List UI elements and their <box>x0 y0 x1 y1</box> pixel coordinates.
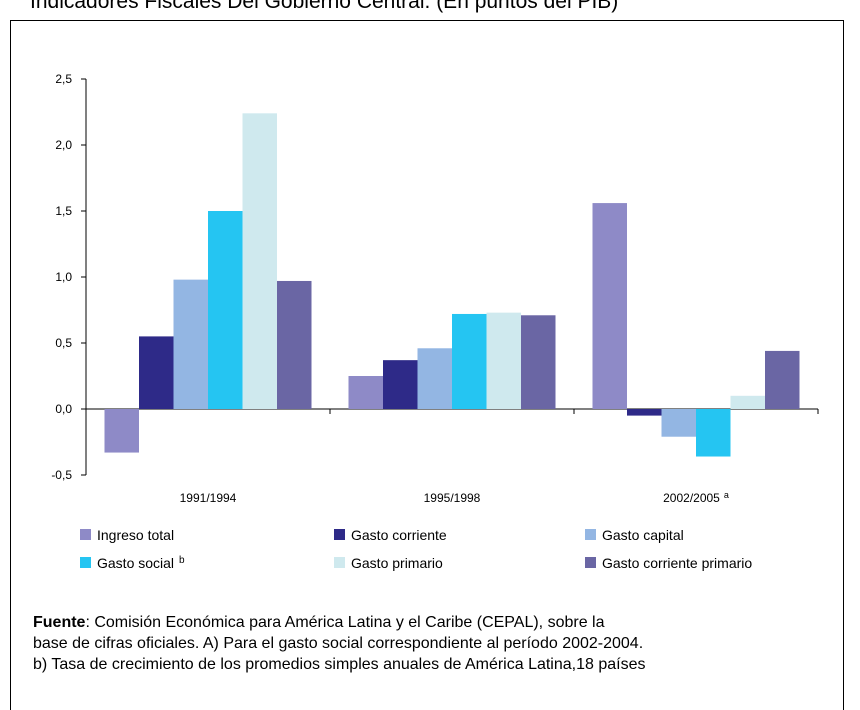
y-tick-label: 1,5 <box>55 204 72 218</box>
x-tick-label: 2002/2005 a <box>663 490 729 505</box>
bar <box>417 348 452 409</box>
legend-swatch <box>334 529 345 540</box>
bar <box>627 409 662 416</box>
source-line-1: Fuente: Comisión Económica para América … <box>33 612 843 633</box>
bar <box>242 113 277 409</box>
legend-label: Gasto social b <box>97 555 185 571</box>
legend-label: Gasto capital <box>602 527 684 543</box>
y-tick-label: 1,0 <box>55 270 72 284</box>
source-line-3: b) Tasa de crecimiento de los promedios … <box>33 656 646 673</box>
bar <box>173 279 208 409</box>
legend-label: Gasto corriente primario <box>602 555 752 571</box>
y-tick-label: -0,5 <box>51 468 72 482</box>
bar <box>592 203 627 409</box>
bar <box>696 409 731 457</box>
legend-swatch <box>585 557 596 568</box>
source-note: Fuente: Comisión Económica para América … <box>33 612 843 675</box>
bar <box>208 211 243 409</box>
legend-swatch <box>334 557 345 568</box>
legend-swatch <box>80 529 91 540</box>
legend-label: Ingreso total <box>97 527 174 543</box>
bar <box>730 395 765 409</box>
chart-frame <box>10 20 844 710</box>
bar <box>452 313 487 409</box>
source-label: Fuente <box>33 614 86 631</box>
bar <box>104 409 139 453</box>
bar <box>661 409 696 437</box>
y-tick-label: 2,5 <box>55 72 72 86</box>
bar <box>139 336 174 409</box>
chart-legend: Ingreso total Gasto corriente Gasto capita… <box>80 527 752 571</box>
chart-bars <box>104 113 800 457</box>
source-text-1: : Comisión Económica para América Latina… <box>85 614 605 631</box>
legend-label: Gasto corriente <box>351 527 447 543</box>
bar <box>486 312 521 409</box>
y-tick-label: 0,5 <box>55 336 72 350</box>
x-tick-label: 1991/1994 <box>180 491 237 505</box>
bar <box>765 350 800 409</box>
bar <box>383 360 418 409</box>
source-line-2: base de cifras oficiales. A) Para el gas… <box>33 635 644 652</box>
legend-swatch <box>585 529 596 540</box>
x-tick-label: 1995/1998 <box>424 491 481 505</box>
chart-title: Indicadores Fiscales Del Gobierno Centra… <box>30 0 619 13</box>
y-tick-label: 2,0 <box>55 138 72 152</box>
bar <box>277 280 312 409</box>
bar-chart: 2,5 2,0 1,5 1,0 0,5 0,0 -0,5 1991/1994 1995/1998… <box>51 72 819 571</box>
legend-label: Gasto primario <box>351 555 443 571</box>
legend-swatch <box>80 557 91 568</box>
y-tick-label: 0,0 <box>55 402 72 416</box>
bar <box>348 376 383 409</box>
bar <box>521 315 556 409</box>
